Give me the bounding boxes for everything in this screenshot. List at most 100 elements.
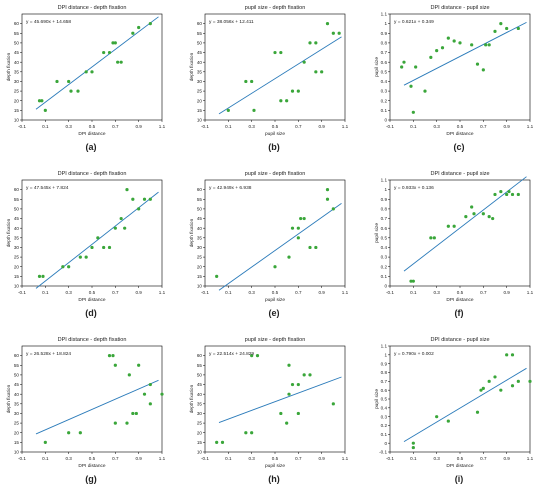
panel-caption: (h) xyxy=(268,474,280,484)
y-axis-label: depth fixation xyxy=(189,218,195,247)
data-point xyxy=(111,354,115,358)
y-tick-label: 0.1 xyxy=(381,432,388,437)
y-tick-label: 45 xyxy=(14,50,20,55)
y-tick-label: 60 xyxy=(14,353,20,358)
data-point xyxy=(250,354,254,358)
data-point xyxy=(137,207,141,211)
data-point xyxy=(119,60,123,64)
x-axis-label: DPI distance xyxy=(78,131,106,137)
y-tick-label: 35 xyxy=(197,69,203,74)
data-point xyxy=(290,226,295,230)
x-tick-label: 0.1 xyxy=(225,456,232,461)
data-point xyxy=(446,224,450,228)
y-tick-label: 15 xyxy=(14,274,20,279)
data-point xyxy=(516,192,520,197)
trend-line xyxy=(403,176,527,272)
data-point xyxy=(131,411,135,416)
data-point xyxy=(409,279,413,283)
data-point xyxy=(528,379,532,383)
chart-panel-9: DPI distance - pupil size -0.1 0.1 0.3 0.5 0.… xyxy=(374,337,534,484)
trend-line xyxy=(35,379,159,435)
data-point xyxy=(331,31,335,35)
y-tick-label: 30 xyxy=(197,245,203,250)
trend-line xyxy=(403,21,527,86)
x-tick-label: 0.7 xyxy=(480,290,487,295)
data-point xyxy=(131,197,135,201)
data-point xyxy=(279,99,283,103)
data-point xyxy=(279,411,283,416)
data-point xyxy=(302,60,306,64)
data-point xyxy=(516,26,520,31)
data-point xyxy=(131,31,135,35)
y-tick-label: 0.9 xyxy=(381,197,388,202)
trend-line xyxy=(218,202,342,291)
data-point xyxy=(41,274,45,278)
x-tick-label: 0.7 xyxy=(480,456,487,461)
plot-frame xyxy=(204,13,346,121)
x-tick-label: 0.9 xyxy=(318,290,325,295)
x-tick-label: -0.1 xyxy=(18,124,26,129)
chart-title: pupil size - depth fixation xyxy=(245,171,306,177)
x-tick-label: 0.5 xyxy=(272,456,279,461)
y-tick-label: 20 xyxy=(197,264,203,269)
y-tick-label: 0.1 xyxy=(381,274,388,279)
x-tick-label: 1.1 xyxy=(159,290,166,295)
data-point xyxy=(148,197,152,201)
data-point xyxy=(78,255,82,259)
y-tick-label: 0.3 xyxy=(381,89,388,94)
y-axis-label: depth fixation xyxy=(6,384,12,413)
x-tick-label: 0.7 xyxy=(112,124,119,129)
x-tick-label: 1.1 xyxy=(342,124,349,129)
data-point xyxy=(96,236,100,240)
data-point xyxy=(123,226,127,230)
plot-frame xyxy=(21,345,163,453)
x-tick-label: 0.7 xyxy=(295,290,302,295)
data-point xyxy=(125,421,129,425)
data-point xyxy=(127,373,131,377)
y-tick-label: 50 xyxy=(14,41,20,46)
x-axis-label: DPI distance xyxy=(446,463,474,469)
y-tick-label: 45 xyxy=(14,382,20,387)
y-tick-label: 25 xyxy=(14,255,20,260)
x-tick-label: 0.3 xyxy=(65,456,72,461)
y-tick-label: 35 xyxy=(14,235,20,240)
data-point xyxy=(250,79,254,84)
chart-panel-8: pupil size - depth fixation -0.1 0.1 0.3 0.5… xyxy=(189,337,349,484)
y-tick-label: 60 xyxy=(197,21,203,26)
chart-title: pupil size - depth fixation xyxy=(245,5,306,11)
y-tick-label: 0 xyxy=(384,284,387,289)
regression-equation: y = 38.056x + 12.411 xyxy=(209,19,254,25)
data-point xyxy=(314,41,318,45)
data-point xyxy=(435,49,439,53)
x-axis-label: pupil size xyxy=(265,297,285,303)
y-tick-label: 25 xyxy=(197,255,203,260)
x-tick-label: 1.1 xyxy=(527,456,534,461)
regression-equation: y = 47.545x + 7.824 xyxy=(26,185,69,191)
data-point xyxy=(125,188,129,192)
x-tick-label: -0.1 xyxy=(201,290,209,295)
data-point xyxy=(252,108,256,112)
data-point xyxy=(142,197,147,201)
y-tick-label: 40 xyxy=(14,226,20,231)
regression-equation: y = 0.933x + 0.136 xyxy=(394,185,434,191)
y-tick-label: 20 xyxy=(197,98,203,103)
panel-caption: (e) xyxy=(269,308,280,318)
x-tick-label: 0.5 xyxy=(272,290,279,295)
x-tick-label: 0.1 xyxy=(225,124,232,129)
y-tick-label: 20 xyxy=(197,430,203,435)
y-tick-label: 50 xyxy=(197,373,203,378)
data-point xyxy=(325,188,330,192)
data-point xyxy=(290,89,295,93)
y-tick-label: 0.7 xyxy=(381,216,388,221)
data-point xyxy=(107,245,112,250)
data-point xyxy=(78,431,82,435)
data-point xyxy=(285,99,289,103)
trend-line xyxy=(35,191,159,289)
data-point xyxy=(90,70,94,74)
chart-panel-7: DPI distance - depth fixation -0.1 0.1 0.3 0… xyxy=(6,337,166,484)
data-point xyxy=(475,62,480,66)
x-tick-label: 0.5 xyxy=(89,290,96,295)
y-axis-label: pupil size xyxy=(374,57,380,77)
data-point xyxy=(308,373,312,377)
